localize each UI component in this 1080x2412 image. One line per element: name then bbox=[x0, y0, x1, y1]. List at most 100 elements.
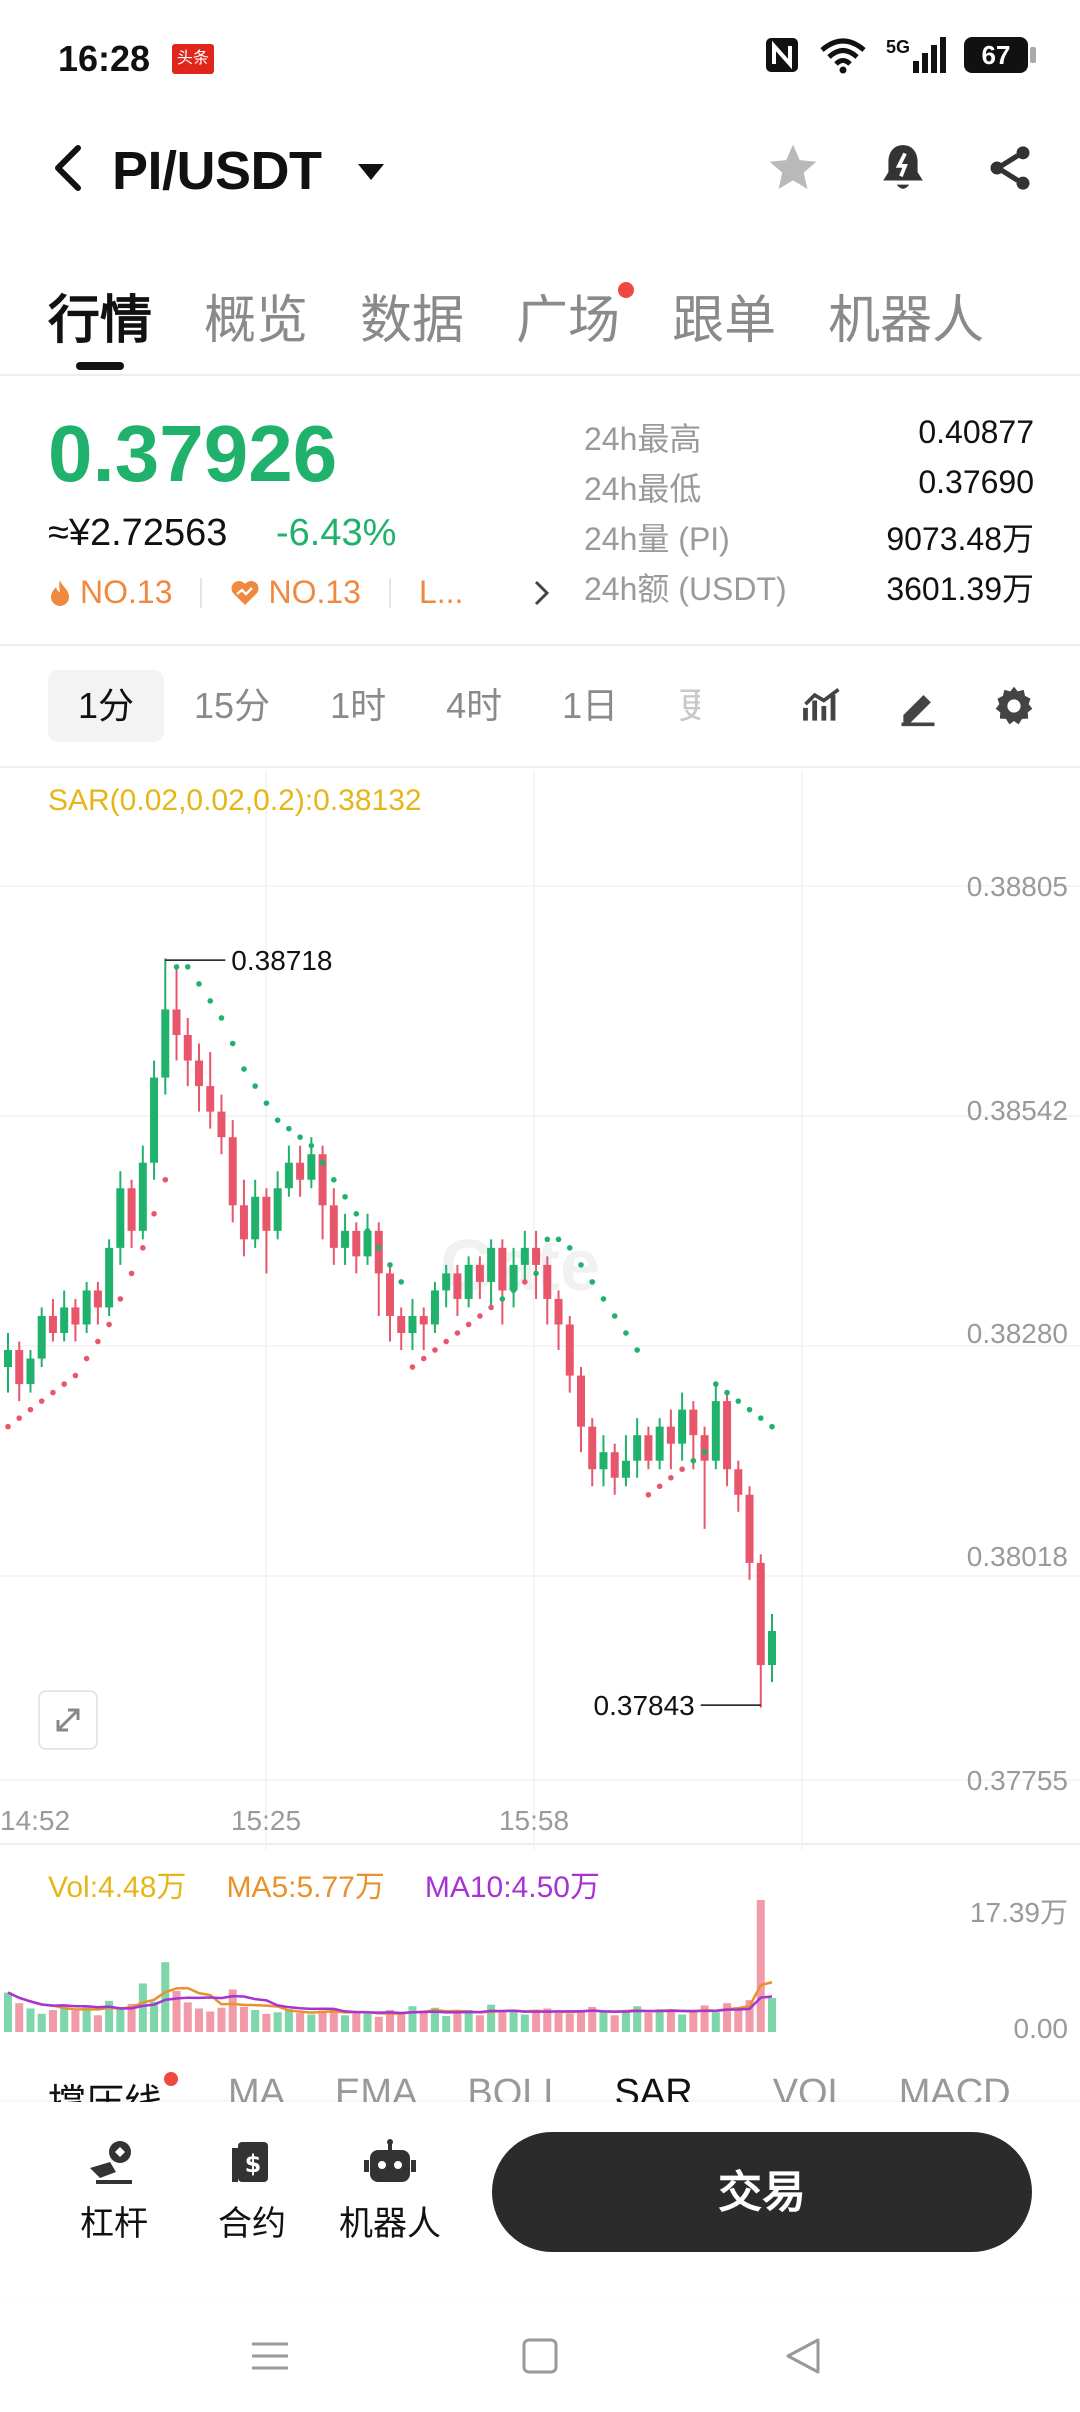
bot-button[interactable]: 机器人 bbox=[330, 2138, 450, 2245]
sar-dot bbox=[668, 1474, 674, 1481]
sar-dot bbox=[342, 1193, 348, 1200]
rank-label: NO.13 bbox=[80, 574, 173, 610]
draw-pencil-icon[interactable] bbox=[896, 684, 940, 728]
volume-bar bbox=[195, 2008, 203, 2032]
star-favorite-icon[interactable] bbox=[764, 140, 822, 196]
sar-dot bbox=[724, 1389, 730, 1396]
sar-dot bbox=[319, 1159, 326, 1166]
contract-button[interactable]: $ 合约 bbox=[192, 2138, 312, 2245]
chevron-right-icon[interactable] bbox=[531, 578, 553, 608]
expand-chart-button[interactable] bbox=[38, 1690, 98, 1750]
candle-body bbox=[37, 1315, 46, 1359]
trading-pair-title[interactable]: PI/USDT bbox=[112, 141, 322, 201]
tab-bots[interactable]: 机器人 bbox=[828, 278, 984, 353]
candle-body bbox=[82, 1290, 91, 1325]
sar-dot bbox=[196, 981, 202, 987]
interval-1m[interactable]: 1分 bbox=[48, 670, 165, 742]
volume-bar bbox=[520, 2014, 529, 2032]
volume-bar bbox=[71, 2010, 80, 2032]
interval-1h[interactable]: 1时 bbox=[330, 685, 387, 726]
candle-body bbox=[363, 1230, 372, 1257]
volume-bar bbox=[93, 2015, 102, 2032]
volume-bar bbox=[386, 2009, 394, 2032]
back-nav-icon[interactable] bbox=[786, 2338, 820, 2374]
volume-bar bbox=[251, 2009, 260, 2032]
sar-dot bbox=[679, 1466, 685, 1473]
volume-bar bbox=[352, 2012, 361, 2032]
system-nav-bar bbox=[252, 2338, 820, 2374]
tab-data[interactable]: 数据 bbox=[360, 278, 464, 353]
caret-down-icon[interactable] bbox=[356, 162, 386, 182]
menu-icon[interactable] bbox=[252, 2342, 288, 2370]
candle-body bbox=[296, 1162, 305, 1180]
candle-body bbox=[4, 1350, 12, 1368]
tab-copy-trading[interactable]: 跟单 bbox=[672, 278, 776, 353]
interval-15m[interactable]: 15分 bbox=[194, 685, 271, 726]
indicator-chart-icon[interactable] bbox=[800, 684, 844, 728]
rank-label: L... bbox=[418, 574, 464, 610]
candle-body bbox=[734, 1469, 743, 1495]
battery-icon: 67 bbox=[964, 37, 1036, 73]
volume-bar bbox=[610, 2015, 619, 2032]
stat-value: 3601.39万 bbox=[886, 571, 1034, 607]
sar-dot bbox=[533, 1270, 539, 1277]
notification-dot bbox=[164, 2072, 179, 2086]
tab-overview[interactable]: 概览 bbox=[204, 278, 308, 353]
tab-market[interactable]: 行情 bbox=[48, 278, 152, 370]
sar-dot bbox=[117, 1296, 124, 1302]
watermark: Gate bbox=[440, 1226, 600, 1306]
volume-bar bbox=[532, 2011, 541, 2032]
tab-square[interactable]: 广场 bbox=[516, 278, 635, 353]
trade-button[interactable]: 交易 bbox=[492, 2132, 1032, 2252]
candle-body bbox=[599, 1452, 608, 1470]
hot-rank[interactable]: NO.13 bbox=[48, 574, 172, 611]
stat-value: 0.40877 bbox=[918, 414, 1034, 450]
candle-body bbox=[217, 1111, 226, 1138]
expand-icon bbox=[56, 1708, 80, 1732]
candle-body bbox=[48, 1315, 57, 1333]
sar-dot bbox=[16, 1415, 23, 1421]
leverage-icon bbox=[90, 2141, 132, 2184]
sar-dot bbox=[297, 1134, 303, 1140]
nfc-icon bbox=[765, 38, 798, 72]
candle-body bbox=[577, 1375, 585, 1427]
volume-bar bbox=[487, 2004, 496, 2032]
settings-gear-icon[interactable] bbox=[992, 684, 1036, 728]
sar-dot bbox=[432, 1347, 438, 1353]
home-icon[interactable] bbox=[522, 2338, 558, 2374]
volume-tick-label: 0.00 bbox=[1014, 2013, 1069, 2044]
candle-body bbox=[453, 1273, 462, 1299]
stats-panel: 24h最高 0.40877 24h最低 0.37690 24h量 (PI) 9073.… bbox=[584, 414, 1034, 614]
sar-dot bbox=[286, 1125, 292, 1132]
sar-dot bbox=[331, 1176, 337, 1183]
volume-bar bbox=[655, 2009, 664, 2032]
gainer-rank[interactable]: NO.13 bbox=[230, 574, 361, 611]
volume-bar bbox=[341, 2015, 350, 2032]
back-icon[interactable] bbox=[48, 140, 88, 196]
candle-body bbox=[397, 1315, 406, 1333]
interval-4h[interactable]: 4时 bbox=[446, 685, 503, 726]
price-change: -6.43% bbox=[276, 512, 397, 554]
leverage-button[interactable]: 杠杆 bbox=[54, 2138, 174, 2245]
volume-tick-label: 17.39万 bbox=[970, 1897, 1068, 1928]
sar-dot bbox=[522, 1279, 528, 1285]
contract-icon: $ bbox=[232, 2142, 268, 2182]
more-rank[interactable]: L... bbox=[419, 574, 463, 611]
volume-bar bbox=[509, 2010, 518, 2032]
candle-body bbox=[520, 1247, 529, 1265]
interval-1d[interactable]: 1日 bbox=[562, 685, 619, 726]
interval-more[interactable]: 更 bbox=[678, 685, 701, 726]
volume-bar bbox=[464, 2009, 473, 2032]
volume-bar bbox=[37, 2013, 46, 2032]
cellular-signal-icon: 5G bbox=[886, 37, 946, 73]
volume-bar bbox=[644, 2013, 653, 2032]
volume-bar bbox=[442, 2016, 451, 2032]
divider bbox=[0, 766, 1080, 768]
candle-body bbox=[284, 1162, 293, 1189]
volume-bar bbox=[116, 2009, 125, 2032]
volume-bar bbox=[127, 2003, 136, 2032]
share-icon[interactable] bbox=[984, 140, 1036, 196]
tab-label: 跟单 bbox=[672, 292, 777, 350]
price-alert-bell-icon[interactable] bbox=[878, 140, 928, 196]
candlestick-chart[interactable]: Gate 0.38805 0.38542 0.38280 0.38018 0.37755 1… bbox=[0, 770, 1080, 2090]
